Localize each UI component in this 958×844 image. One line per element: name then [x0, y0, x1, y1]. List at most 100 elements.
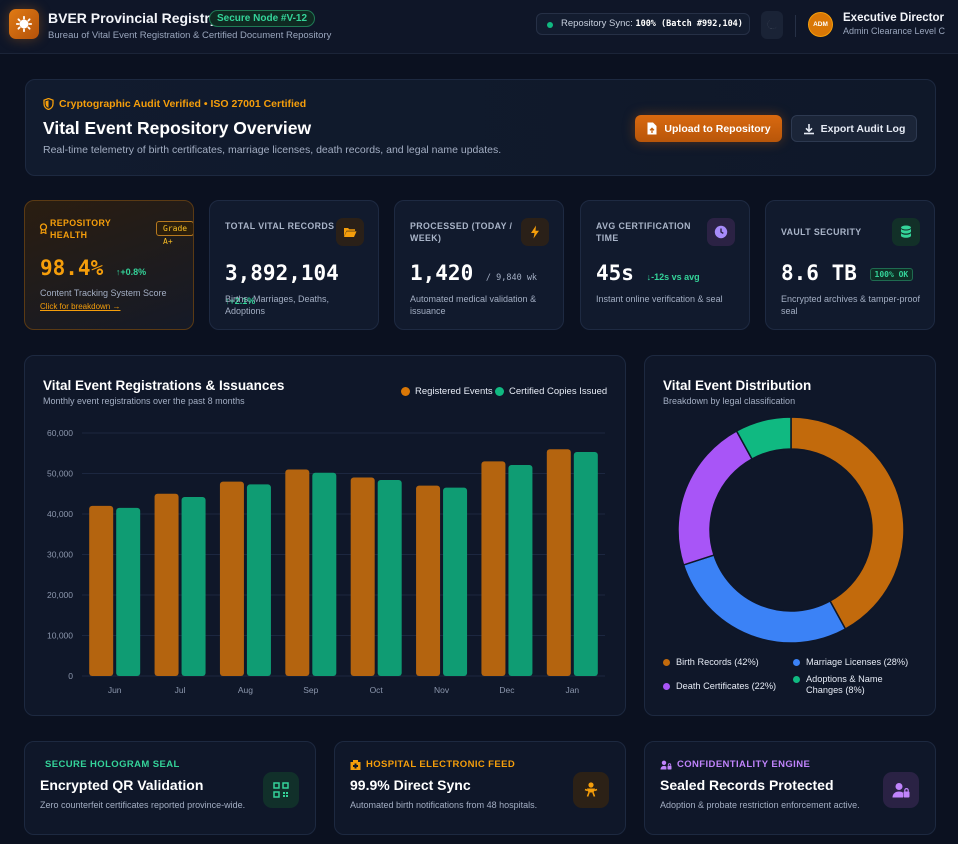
bar-registered[interactable]	[154, 493, 179, 676]
vault-security-card[interactable]: Vault Security 8.6 TB 100% OK Encrypted …	[765, 200, 935, 330]
confidentiality-title: Sealed Records Protected	[660, 777, 834, 793]
legend-adoptions[interactable]: Adoptions & Name Changes (8%)	[793, 674, 903, 696]
legend-marriage-licenses[interactable]: Marriage Licenses (28%)	[793, 657, 908, 668]
x-tick-label: Oct	[370, 685, 384, 695]
hospital-feed-card[interactable]: Hospital Electronic Feed 99.9% Direct Sy…	[334, 741, 626, 835]
bar-registered[interactable]	[481, 461, 506, 676]
audit-status: Cryptographic Audit Verified • ISO 27001…	[43, 98, 306, 110]
cert-time-delta: ↓-12s vs avg	[646, 272, 700, 282]
legend-adoptions-dot	[793, 676, 800, 683]
y-tick-label: 40,000	[47, 509, 73, 519]
bar-registered[interactable]	[416, 485, 441, 676]
legend-certified-dot	[495, 387, 504, 396]
x-tick-label: Aug	[238, 685, 253, 695]
audit-text: Cryptographic Audit Verified • ISO 27001…	[59, 98, 307, 110]
legend-certified[interactable]: Certified Copies Issued	[495, 386, 607, 397]
distribution-chart-card: Vital Event Distribution Breakdown by le…	[644, 355, 936, 716]
slice-adoptions[interactable]	[735, 416, 792, 461]
bar-registered[interactable]	[89, 505, 114, 676]
total-records-card[interactable]: Total Vital Records 3,892,104 ↑+2.1% Bir…	[209, 200, 379, 330]
moon-icon	[767, 20, 777, 30]
x-tick-label: Dec	[499, 685, 515, 695]
legend-marriage-dot	[793, 659, 800, 666]
bar-chart-title: Vital Event Registrations & Issuances	[43, 378, 285, 393]
legend-certified-label: Certified Copies Issued	[509, 386, 608, 397]
health-breakdown-link[interactable]: Click for breakdown →	[40, 302, 121, 311]
records-value: 3,892,104 ↑+2.1%	[225, 261, 378, 309]
cert-time-label: Avg Certification Time	[596, 221, 691, 243]
export-label: Export Audit Log	[820, 122, 906, 135]
user-role: Admin Clearance Level C	[843, 26, 946, 36]
health-note: Content Tracking System Score	[40, 288, 167, 298]
legend-birth-records[interactable]: Birth Records (42%)	[663, 657, 759, 668]
bar-certified[interactable]	[443, 487, 468, 676]
repository-health-card[interactable]: Repository Health Grade A+ 98.4% ↑+0.8% …	[24, 200, 194, 330]
confidentiality-icon-box	[883, 772, 919, 808]
bar-certified[interactable]	[508, 464, 533, 676]
x-tick-label: Jan	[565, 685, 579, 695]
legend-registered[interactable]: Registered Events	[401, 386, 493, 397]
award-icon	[39, 223, 48, 234]
download-icon	[803, 123, 814, 134]
bar-certified[interactable]	[377, 479, 402, 676]
bar-certified[interactable]	[573, 452, 598, 676]
legend-registered-dot	[401, 387, 410, 396]
bar-registered[interactable]	[285, 469, 310, 676]
y-tick-label: 60,000	[47, 428, 73, 438]
bar-chart-subtitle: Monthly event registrations over the pas…	[43, 396, 245, 406]
slice-death-certificates[interactable]	[677, 429, 753, 566]
health-delta: ↑+0.8%	[115, 267, 147, 277]
slice-marriage-licenses[interactable]	[682, 554, 847, 644]
theme-toggle-button[interactable]	[761, 11, 783, 39]
seal-icon	[15, 15, 33, 33]
certification-time-card[interactable]: Avg Certification Time 45s ↓-12s vs avg …	[580, 200, 750, 330]
upload-label: Upload to Repository	[664, 122, 771, 135]
confidentiality-label-row: Confidentiality Engine	[660, 759, 810, 770]
y-tick-label: 10,000	[47, 631, 73, 641]
hologram-seal-card[interactable]: Secure Hologram Seal Encrypted QR Valida…	[24, 741, 316, 835]
bar-certified[interactable]	[246, 484, 271, 676]
secure-node-badge: Secure Node #V-12	[209, 10, 316, 27]
repository-sync-status: Repository Sync: 100% (Batch #992,104)	[536, 13, 750, 35]
sync-value: 100% (Batch #992,104)	[635, 19, 743, 29]
grade-badge: Grade A+	[156, 221, 193, 246]
bar-registered[interactable]	[546, 449, 571, 676]
page-title: Vital Event Repository Overview	[43, 118, 312, 138]
upload-to-repository-button[interactable]: Upload to Repository	[635, 115, 782, 142]
legend-death-certificates[interactable]: Death Certificates (22%)	[663, 681, 776, 692]
hospital-sub: Automated birth notifications from 48 ho…	[350, 800, 538, 810]
slice-birth-records[interactable]	[790, 416, 905, 631]
shield-icon	[43, 98, 54, 110]
page-subtitle: Real-time telemetry of birth certificate…	[43, 144, 502, 156]
bar-certified[interactable]	[116, 507, 141, 676]
processed-icon-box	[521, 218, 549, 246]
records-delta-text: +2.1%	[229, 296, 256, 306]
file-upload-icon	[647, 122, 657, 135]
legend-birth-dot	[663, 659, 670, 666]
records-delta: ↑+2.1%	[225, 296, 256, 306]
registry-logo[interactable]	[9, 9, 39, 39]
bar-registered[interactable]	[219, 481, 244, 676]
cert-time-note: Instant online verification & seal	[596, 294, 723, 304]
header-divider	[795, 15, 796, 37]
bar-registered[interactable]	[350, 477, 375, 676]
export-audit-log-button[interactable]: Export Audit Log	[791, 115, 917, 142]
bar-certified[interactable]	[312, 472, 337, 676]
donut-chart-title: Vital Event Distribution	[663, 378, 812, 393]
processed-card[interactable]: Processed (Today / Week) 1,420 / 9,840 w…	[394, 200, 564, 330]
health-delta-text: +0.8%	[120, 267, 147, 277]
legend-marriage-label: Marriage Licenses (28%)	[806, 657, 909, 667]
confidentiality-engine-card[interactable]: Confidentiality Engine Sealed Records Pr…	[644, 741, 936, 835]
cert-time-value-text: 45s	[596, 261, 634, 285]
bar-certified[interactable]	[181, 496, 206, 676]
y-tick-label: 50,000	[47, 469, 73, 479]
x-tick-label: Nov	[434, 685, 450, 695]
distribution-donut-chart	[677, 416, 905, 644]
avatar[interactable]: ADM	[808, 12, 833, 37]
vault-ok-badge: 100% OK	[869, 267, 914, 281]
registrations-chart-card: Vital Event Registrations & Issuances Mo…	[24, 355, 626, 716]
y-tick-label: 30,000	[47, 550, 73, 560]
hologram-label: Secure Hologram Seal	[45, 759, 180, 770]
donut-chart-subtitle: Breakdown by legal classification	[663, 396, 796, 406]
user-name[interactable]: Executive Director	[843, 12, 944, 24]
